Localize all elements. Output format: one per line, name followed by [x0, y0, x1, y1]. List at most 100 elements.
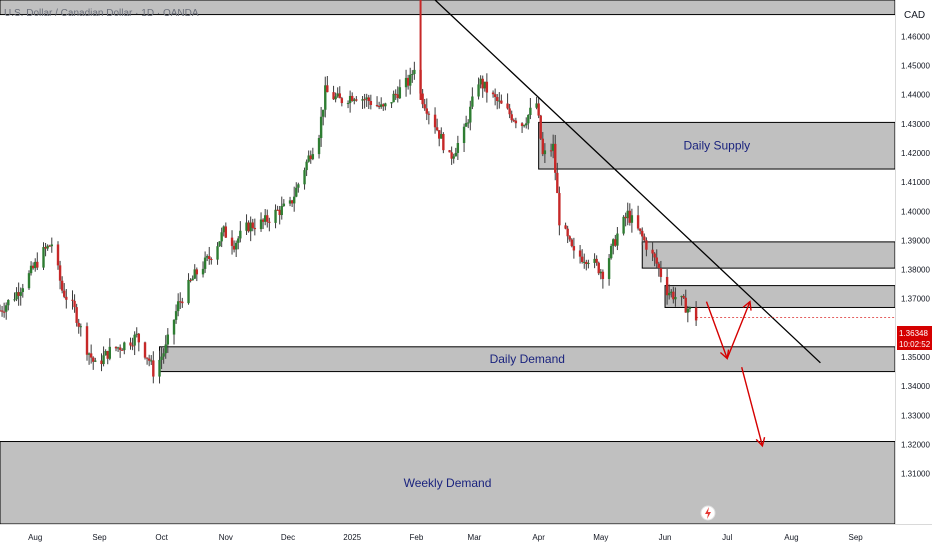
- candle: [334, 92, 337, 103]
- candle: [247, 220, 250, 233]
- candle: [361, 96, 364, 109]
- price-tick-label: 1.45000: [901, 62, 930, 71]
- candle: [191, 275, 194, 281]
- candle: [251, 218, 254, 232]
- candle: [419, 0, 422, 100]
- zone-label-4: Daily Demand: [490, 352, 565, 366]
- candle: [116, 346, 120, 352]
- candle: [123, 341, 126, 355]
- flash-icon[interactable]: [700, 505, 716, 521]
- candle: [583, 253, 586, 269]
- candle: [556, 162, 559, 194]
- candle: [48, 244, 51, 247]
- candle: [42, 242, 45, 271]
- price-axis-background[interactable]: [896, 0, 932, 524]
- candle: [160, 346, 163, 369]
- candle: [438, 130, 441, 147]
- candle: [506, 93, 509, 110]
- candle: [266, 209, 269, 228]
- candle: [682, 294, 685, 299]
- candle: [537, 98, 540, 119]
- price-axis-ticks: 1.46000 1.45000 1.44000 1.43000 1.42000 1.410…: [901, 32, 930, 478]
- candle: [189, 278, 192, 283]
- candle: [369, 94, 373, 110]
- candle: [396, 86, 399, 103]
- time-tick-label: Mar: [468, 533, 482, 542]
- candle: [145, 357, 149, 365]
- candle: [657, 261, 661, 277]
- candle: [498, 92, 501, 109]
- candle: [278, 205, 281, 225]
- time-tick-label: Sep: [92, 533, 107, 542]
- candle: [597, 261, 600, 276]
- candle: [282, 199, 286, 207]
- candle: [158, 350, 161, 384]
- candle: [133, 331, 136, 356]
- candle: [607, 254, 611, 286]
- candle: [630, 208, 634, 233]
- price-tick-label: 1.37000: [901, 295, 930, 304]
- candle: [636, 205, 640, 231]
- candle: [541, 131, 545, 157]
- candle: [390, 102, 393, 109]
- candle: [485, 73, 489, 103]
- candle: [570, 238, 574, 248]
- candle: [413, 61, 416, 80]
- candle: [222, 225, 225, 237]
- candle: [237, 236, 240, 250]
- candle: [585, 259, 588, 271]
- candle: [380, 97, 383, 109]
- candle: [529, 98, 532, 120]
- candle: [58, 260, 62, 290]
- candle: [263, 209, 267, 226]
- candle: [172, 319, 176, 345]
- trendline[interactable]: [434, 0, 821, 364]
- candle: [63, 283, 66, 299]
- candle: [94, 357, 97, 363]
- candle: [36, 252, 39, 271]
- candle: [77, 318, 80, 334]
- candle: [508, 103, 511, 119]
- candle: [551, 134, 555, 159]
- time-axis-background[interactable]: [0, 525, 932, 550]
- candle: [321, 109, 325, 126]
- projection-arrowhead-1: [742, 300, 752, 311]
- candle: [421, 88, 424, 109]
- candle: [19, 287, 22, 306]
- zone-label-5: Weekly Demand: [404, 476, 492, 490]
- candle: [303, 167, 306, 190]
- candle: [164, 335, 167, 359]
- candle: [280, 196, 283, 220]
- candle: [624, 212, 627, 227]
- candle: [5, 302, 8, 320]
- candle: [655, 249, 658, 268]
- candle: [522, 124, 526, 128]
- candle: [694, 301, 698, 326]
- candle: [31, 262, 35, 270]
- candle: [423, 98, 426, 111]
- current-price-tag: 1.36348 10:02:52: [897, 326, 932, 350]
- candle: [346, 100, 350, 109]
- price-tick-label: 1.40000: [901, 207, 930, 216]
- candle: [398, 79, 402, 99]
- price-tick-label: 1.44000: [901, 91, 930, 100]
- candle: [195, 267, 199, 282]
- candle: [672, 286, 675, 304]
- candle: [268, 217, 271, 232]
- candle: [394, 89, 397, 100]
- candle: [348, 90, 352, 113]
- candle: [13, 292, 16, 302]
- candle: [469, 100, 472, 131]
- candle: [102, 346, 105, 367]
- candle: [375, 96, 379, 108]
- candle: [365, 93, 368, 107]
- candle: [409, 67, 412, 95]
- symbol-title: U.S. Dollar / Canadian Dollar · 1D · OAN…: [4, 8, 199, 19]
- candle: [382, 103, 385, 111]
- time-tick-label: Feb: [410, 533, 424, 542]
- candle: [626, 202, 629, 226]
- candle: [467, 119, 470, 129]
- candle: [481, 75, 484, 98]
- candle: [85, 322, 89, 361]
